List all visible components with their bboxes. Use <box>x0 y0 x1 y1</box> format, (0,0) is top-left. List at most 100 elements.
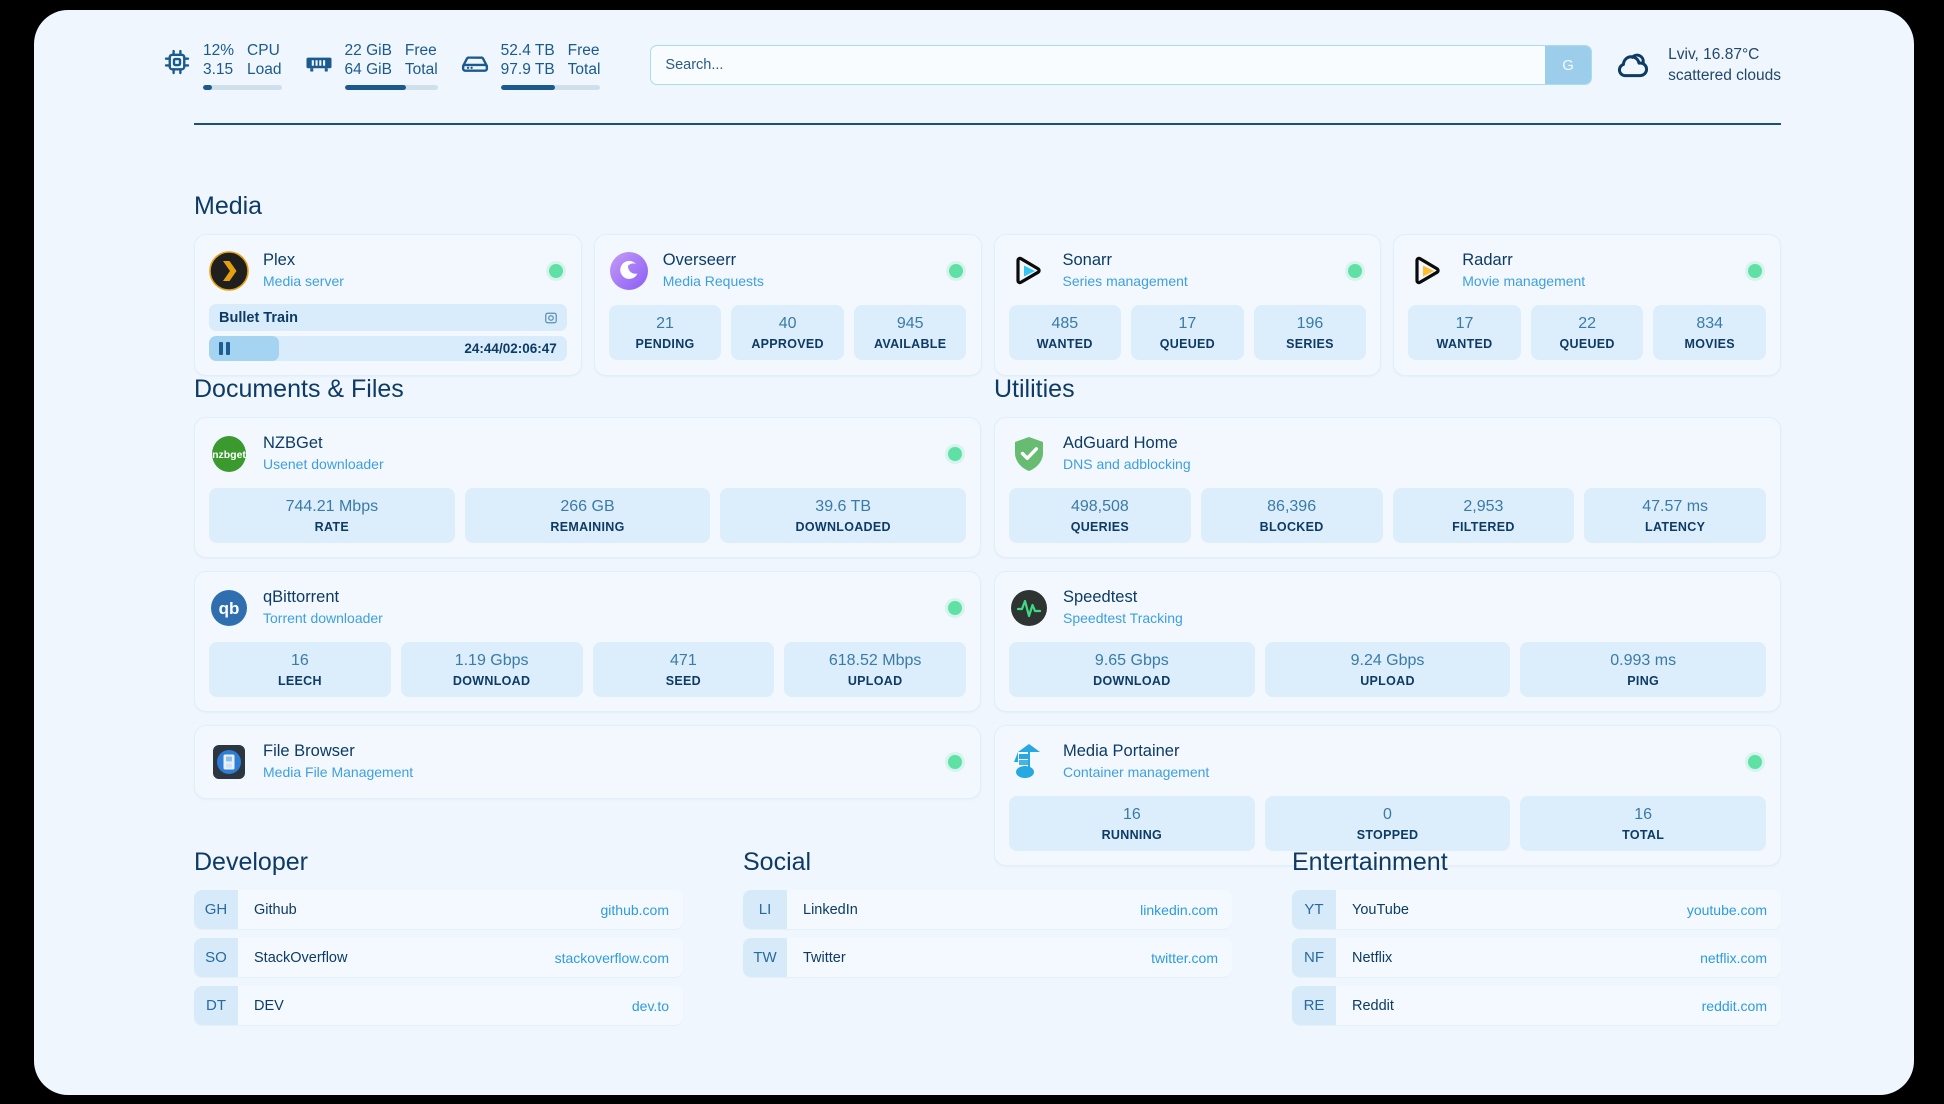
bookmark-abbr: GH <box>194 890 238 929</box>
stat-tile: 196 SERIES <box>1253 305 1367 360</box>
bookmark-group-social: Social LI LinkedIn linkedin.com TW Twitt… <box>743 848 1232 1025</box>
weather-location-temp: Lviv, 16.87°C <box>1668 46 1760 63</box>
bookmark-name: YouTube <box>1352 901 1409 918</box>
filebrowser-icon <box>209 742 249 782</box>
service-card-adguard-home[interactable]: AdGuard Home DNS and adblocking 498,508 … <box>994 417 1781 558</box>
bookmarks-area: Developer GH Github github.com SO StackO… <box>194 848 1781 1025</box>
search-engine-button[interactable]: G <box>1545 46 1592 84</box>
stat-label: UPLOAD <box>847 674 903 688</box>
service-name: Plex <box>263 251 296 269</box>
stat-tile: 17 WANTED <box>1408 305 1521 360</box>
service-card-file-browser[interactable]: File Browser Media File Management <box>194 725 981 799</box>
bookmark-url: twitter.com <box>1151 949 1218 966</box>
pause-icon[interactable] <box>219 342 230 355</box>
status-badge <box>948 447 962 461</box>
bookmark-item[interactable]: TW Twitter twitter.com <box>743 938 1232 977</box>
stat-tile: 9.24 Gbps UPLOAD <box>1264 642 1511 697</box>
documents-section: Documents & Files nzbget NZBGet U <box>194 375 981 866</box>
stat-label: LEECH <box>277 674 322 688</box>
service-card-overseerr[interactable]: Overseerr Media Requests 21 PENDING 40 A… <box>593 234 982 376</box>
service-card-speedtest[interactable]: Speedtest Speedtest Tracking 9.65 Gbps D… <box>994 571 1781 712</box>
stat-tile: 618.52 Mbps UPLOAD <box>784 642 966 697</box>
plex-progress-bar[interactable]: 24:44/02:06:47 <box>209 336 567 361</box>
bookmark-item[interactable]: NF Netflix netflix.com <box>1292 938 1781 977</box>
documents-section-title: Documents & Files <box>194 375 404 403</box>
qbittorrent-icon: qb <box>209 588 249 628</box>
weather-widget[interactable]: Lviv, 16.87°C scattered clouds <box>1614 44 1781 86</box>
disk-label-top: Free <box>567 41 600 59</box>
bookmark-item[interactable]: LI LinkedIn linkedin.com <box>743 890 1232 929</box>
stat-tile: 47.57 ms LATENCY <box>1584 488 1766 543</box>
service-name: Media Portainer <box>1063 742 1180 760</box>
stat-tile: 834 MOVIES <box>1653 305 1766 360</box>
bookmark-item[interactable]: SO StackOverflow stackoverflow.com <box>194 938 683 977</box>
stat-label: UPLOAD <box>1360 674 1415 688</box>
adguard-icon <box>1009 434 1049 474</box>
stat-tile: 9.65 Gbps DOWNLOAD <box>1009 642 1255 697</box>
service-card-nzbget[interactable]: nzbget NZBGet Usenet downloader 744.21 M… <box>194 417 981 558</box>
service-subtitle: Series management <box>1062 273 1188 289</box>
plex-elapsed: 24:44 <box>464 341 499 356</box>
stat-tile: 86,396 BLOCKED <box>1200 488 1383 543</box>
stat-tile: 40 APPROVED <box>731 305 844 360</box>
system-stat-disk: 52.4 TB 97.9 TB Free Total <box>460 41 601 90</box>
status-badge <box>1748 264 1762 278</box>
utilities-section-title: Utilities <box>994 375 1075 403</box>
service-subtitle: Media File Management <box>263 764 414 780</box>
service-card-sonarr[interactable]: Sonarr Series management 485 WANTED 17 Q… <box>993 234 1382 376</box>
svg-text:nzbget: nzbget <box>212 449 246 461</box>
bookmark-item[interactable]: GH Github github.com <box>194 890 683 929</box>
media-section: Media Plex Media server <box>194 192 1781 376</box>
cpu-value-bottom: 3.15 <box>203 60 234 78</box>
radarr-icon <box>1408 251 1448 291</box>
stat-label: APPROVED <box>751 337 824 351</box>
bookmark-item[interactable]: RE Reddit reddit.com <box>1292 986 1781 1025</box>
stat-tile: 485 WANTED <box>1008 305 1122 360</box>
stat-tile: 21 PENDING <box>608 305 722 360</box>
search-box[interactable]: G <box>650 45 1593 85</box>
stat-label: PING <box>1627 674 1660 688</box>
bookmark-url: stackoverflow.com <box>554 949 669 966</box>
service-subtitle: Torrent downloader <box>263 610 383 626</box>
service-subtitle: Media server <box>263 273 344 289</box>
bookmark-item[interactable]: YT YouTube youtube.com <box>1292 890 1781 929</box>
stat-label: PENDING <box>635 337 695 351</box>
stat-value: 2,953 <box>1463 498 1504 515</box>
stat-value: 40 <box>778 315 797 332</box>
bookmark-abbr: SO <box>194 938 238 977</box>
bookmark-name: Reddit <box>1352 997 1394 1014</box>
stat-tile: 0 STOPPED <box>1264 796 1511 851</box>
stat-tile: 945 AVAILABLE <box>853 305 967 360</box>
service-name: qBittorrent <box>263 588 340 606</box>
memory-usage-bar <box>344 84 438 90</box>
plex-now-playing: Bullet Train <box>209 304 567 331</box>
stat-label: WANTED <box>1036 337 1093 351</box>
stat-value: 17 <box>1455 315 1474 332</box>
stat-label: FILTERED <box>1452 520 1515 534</box>
stat-tile: 498,508 QUERIES <box>1009 488 1191 543</box>
service-card-plex[interactable]: Plex Media server Bullet Train <box>194 234 582 376</box>
stat-label: WANTED <box>1436 337 1493 351</box>
cpu-label-bottom: Load <box>247 60 282 78</box>
stat-tile: 16 LEECH <box>209 642 391 697</box>
nzbget-icon: nzbget <box>209 434 249 474</box>
speedtest-icon <box>1009 588 1049 628</box>
service-card-media-portainer[interactable]: Media Portainer Container management 16 … <box>994 725 1781 866</box>
sonarr-icon <box>1009 251 1049 291</box>
search-input[interactable] <box>651 46 1546 84</box>
stat-tile: 2,953 FILTERED <box>1392 488 1575 543</box>
memory-label-top: Free <box>404 41 437 59</box>
bookmark-url: netflix.com <box>1700 949 1767 966</box>
stat-value: 16 <box>290 652 309 669</box>
service-name: File Browser <box>263 742 355 760</box>
bookmark-item[interactable]: DT DEV dev.to <box>194 986 683 1025</box>
dashboard-page: 12% 3.15 CPU Load <box>34 10 1914 1095</box>
plex-media-title: Bullet Train <box>219 309 298 326</box>
header: 12% 3.15 CPU Load <box>34 10 1914 125</box>
status-badge <box>948 264 963 278</box>
service-card-radarr[interactable]: Radarr Movie management 17 WANTED 22 QUE… <box>1393 234 1781 376</box>
stat-value: 16 <box>1634 806 1653 823</box>
overseerr-icon <box>609 251 649 291</box>
service-card-qbittorrent[interactable]: qb qBittorrent Torrent downloader 16 LEE… <box>194 571 981 712</box>
stat-label: STOPPED <box>1356 828 1419 842</box>
